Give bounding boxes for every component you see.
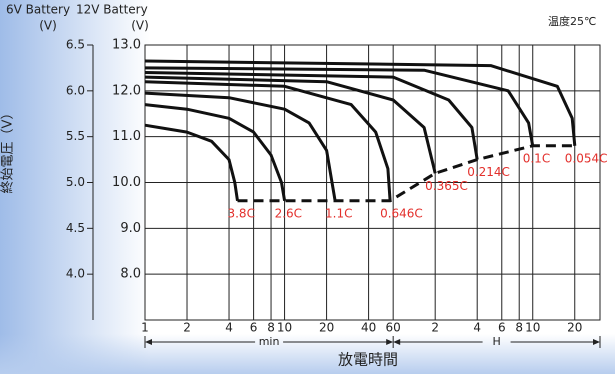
discharge-curve [144,71,479,160]
discharge-curve [144,59,577,146]
y2-tick-label: 5.5 [66,129,85,143]
x-tick-label: 6 [498,321,506,335]
x-tick-label: 40 [361,321,376,335]
x-label: 放電時間 [338,351,398,369]
x-tick-label: 20 [319,321,334,335]
x-tick-label: 8 [267,321,275,335]
rate-label: 0.054C [565,151,608,165]
rate-label: 1.1C [325,206,352,220]
y2-tick-label: 4.0 [66,267,85,281]
rate-label: 0.646C [380,206,423,220]
y-tick-label: 9.0 [120,221,141,236]
x-tick-label: 8 [515,321,523,335]
end-voltage-line [237,144,575,203]
x-tick-label: 6 [250,321,258,335]
discharge-curve [144,123,239,202]
arrow-head [393,339,401,345]
rate-label: 3.8C [227,206,254,220]
y2-unit: (V) [39,19,57,33]
x-tick-label: 2 [183,321,191,335]
x-tick-label: 10 [525,321,540,335]
y-tick-label: 12.0 [112,83,141,98]
x-tick-label: 4 [225,321,233,335]
y-unit: (V) [131,19,149,33]
arrow-head [386,339,394,345]
y2-title: 6V Battery [6,3,70,17]
y-tick-label: 11.0 [112,129,141,144]
annotation: 温度25℃ [548,14,596,28]
discharge-curve [144,66,535,147]
discharge-curve [144,75,437,174]
discharge-curve [144,80,392,201]
y-title: 12V Battery [76,3,148,17]
rate-label: 0.1C [523,151,550,165]
x-tick-label: 4 [473,321,481,335]
x-tick-label: 10 [277,321,292,335]
rate-label: 0.365C [425,179,468,193]
x-unit-label: min [259,335,280,348]
x-tick-label: 60 [386,321,401,335]
y2-tick-label: 6.5 [66,38,85,52]
x-tick-label: 20 [567,321,582,335]
y2-tick-label: 5.0 [66,175,85,189]
x-unit-label: H [492,335,500,348]
y-label: 終始電圧（V） [0,107,16,194]
y2-tick-label: 6.0 [66,83,85,97]
rate-label: 2.6C [275,206,302,220]
discharge-curve [144,91,337,202]
y-tick-label: 10.0 [112,175,141,190]
y-tick-label: 13.0 [112,38,141,53]
arrow-head [145,339,152,345]
x-tick-label: 1 [141,321,149,335]
rate-label: 0.214C [467,165,510,179]
discharge-curve [144,103,287,202]
y-tick-label: 8.0 [120,267,141,282]
arrow-head [593,339,600,345]
x-tick-label: 2 [431,321,439,335]
y2-tick-label: 4.5 [66,221,85,235]
